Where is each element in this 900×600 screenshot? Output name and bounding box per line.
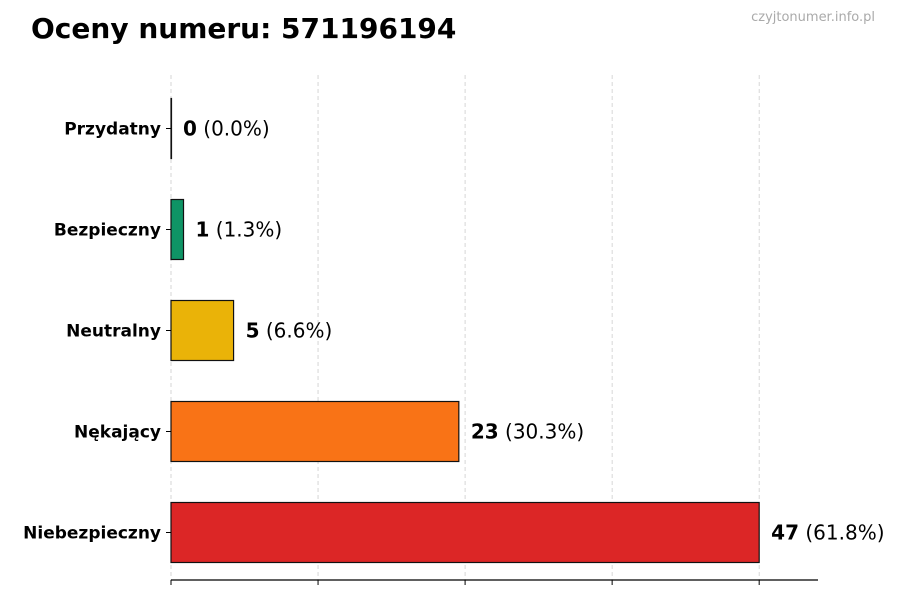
bar-3 [170,299,235,362]
category-label: Bezpieczny [54,221,161,241]
category-label: Niebezpieczny [23,524,161,544]
value-count: 5 [246,319,260,343]
value-label: 5 (6.6%) [246,319,333,343]
value-label: 47 (61.8%) [771,521,884,545]
value-label: 1 (1.3%) [196,218,283,242]
category-label: Nękający [74,423,161,443]
value-count: 0 [183,117,197,141]
bar-2 [170,198,185,261]
bar-4 [170,400,460,463]
chart-title: Oceny numeru: 571196194 [31,12,457,45]
value-percent: (1.3%) [209,218,282,242]
value-percent: (6.6%) [259,319,332,343]
category-label: Neutralny [66,322,161,342]
value-label: 0 (0.0%) [183,117,270,141]
bar-1 [170,97,173,160]
value-count: 23 [471,420,499,444]
value-count: 1 [196,218,210,242]
bar-5 [170,501,760,564]
category-label: Przydatny [64,120,161,140]
value-percent: (0.0%) [197,117,270,141]
value-count: 47 [771,521,799,545]
watermark: czyjtonumer.info.pl [751,10,875,25]
value-percent: (61.8%) [799,521,885,545]
value-percent: (30.3%) [499,420,584,444]
value-label: 23 (30.3%) [471,420,584,444]
